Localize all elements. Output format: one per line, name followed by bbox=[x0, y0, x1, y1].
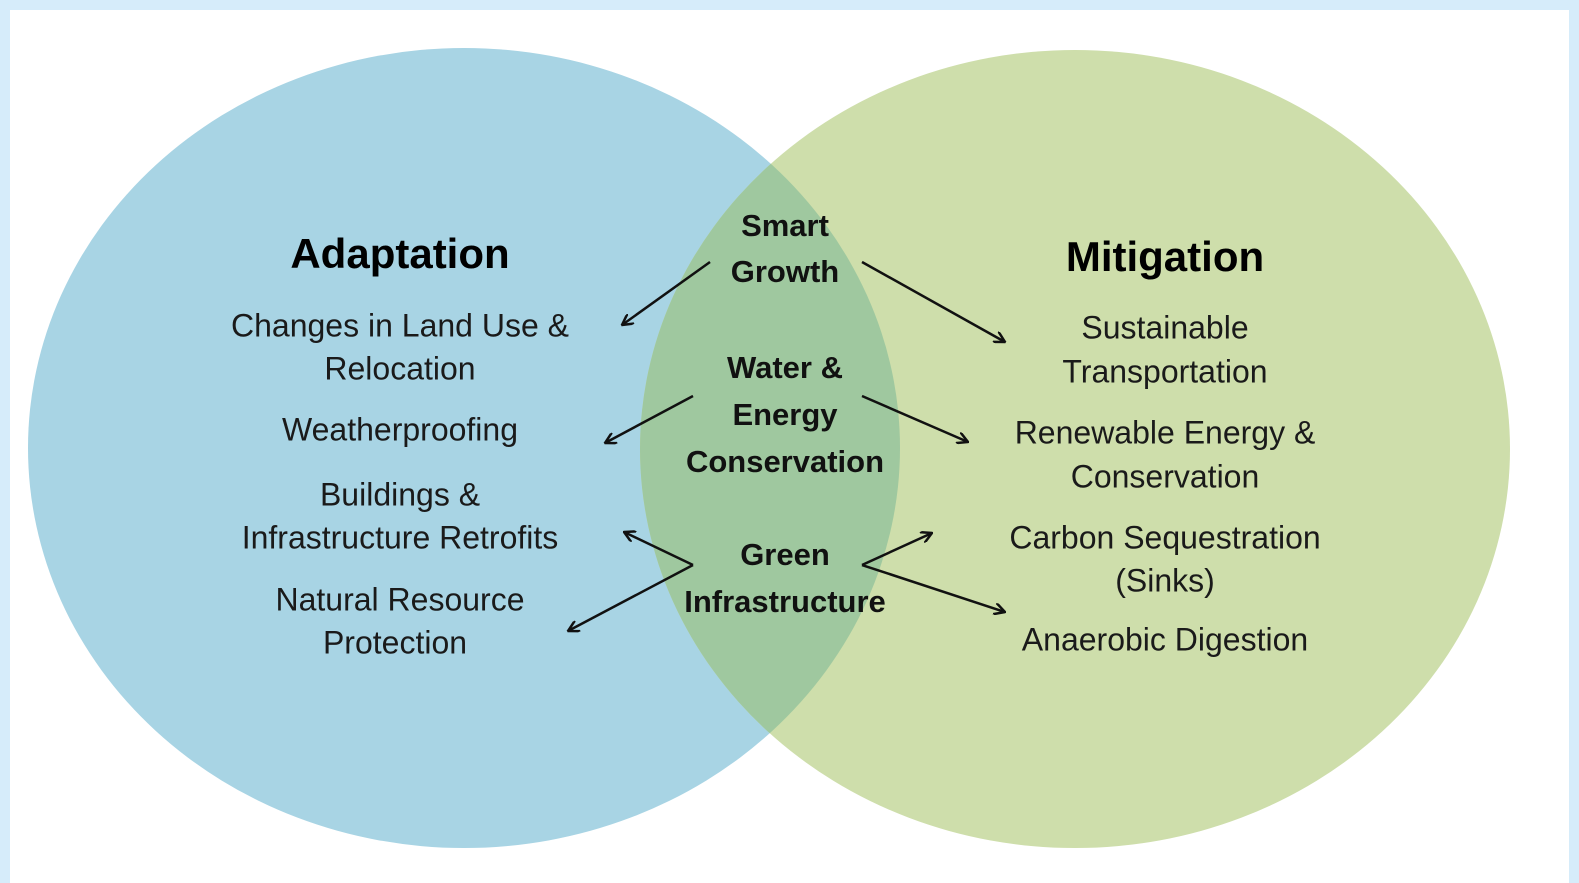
item: Weatherproofing bbox=[282, 411, 518, 447]
arrow bbox=[861, 533, 932, 567]
item: Conservation bbox=[1071, 458, 1260, 494]
center-item: Energy bbox=[732, 397, 838, 432]
center-item: Water & bbox=[727, 350, 843, 385]
center-item: Conservation bbox=[686, 444, 884, 479]
item: Carbon Sequestration bbox=[1009, 519, 1320, 555]
arrow bbox=[622, 260, 711, 325]
item: Buildings & bbox=[320, 476, 480, 512]
arrow bbox=[568, 563, 694, 631]
item: Protection bbox=[323, 624, 467, 660]
mitigation-circle bbox=[640, 50, 1510, 848]
center-item: Infrastructure bbox=[684, 584, 886, 619]
left-title: Adaptation bbox=[290, 230, 509, 277]
right-title: Mitigation bbox=[1066, 233, 1264, 280]
item: Relocation bbox=[324, 350, 475, 386]
item: Renewable Energy & bbox=[1015, 414, 1316, 450]
item: Natural Resource bbox=[276, 581, 525, 617]
item: (Sinks) bbox=[1115, 562, 1215, 598]
center-item: Growth bbox=[731, 254, 840, 289]
item: Transportation bbox=[1062, 353, 1267, 389]
item: Anaerobic Digestion bbox=[1022, 621, 1308, 657]
arrow bbox=[861, 394, 968, 442]
adaptation-circle bbox=[28, 48, 900, 848]
item: Infrastructure Retrofits bbox=[242, 519, 559, 555]
arrow bbox=[624, 532, 694, 567]
item: Sustainable bbox=[1081, 309, 1248, 345]
arrow bbox=[861, 563, 1005, 612]
item: Changes in Land Use & bbox=[231, 307, 569, 343]
center-item: Green bbox=[740, 537, 830, 572]
arrows bbox=[568, 260, 1005, 631]
arrow bbox=[605, 394, 694, 443]
center-item: Smart bbox=[741, 208, 829, 243]
arrow bbox=[861, 260, 1005, 342]
